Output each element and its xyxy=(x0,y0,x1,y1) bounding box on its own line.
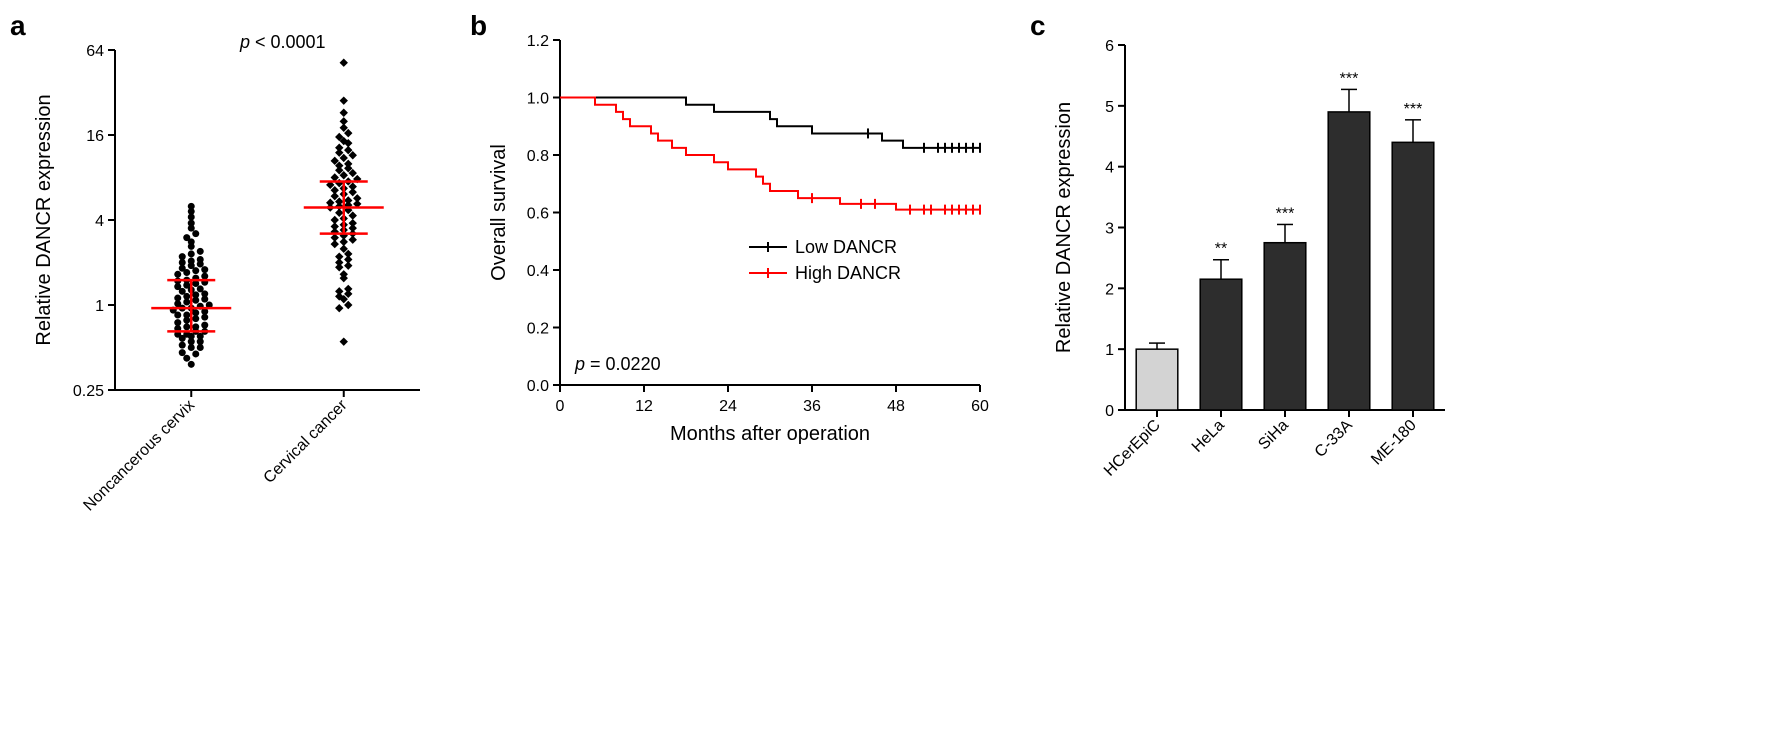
svg-text:**: ** xyxy=(1215,241,1227,258)
svg-text:0.0: 0.0 xyxy=(527,378,549,395)
svg-text:Noncancerous cervix: Noncancerous cervix xyxy=(80,397,198,515)
panel-a-label: a xyxy=(10,10,26,42)
panel-c: c 0123456Relative DANCR expressionHCerEp… xyxy=(1040,20,1460,540)
svg-text:4: 4 xyxy=(1105,160,1114,177)
svg-text:48: 48 xyxy=(887,398,905,415)
svg-text:HCerEpiC: HCerEpiC xyxy=(1101,417,1164,480)
svg-text:0.25: 0.25 xyxy=(73,383,104,400)
svg-text:36: 36 xyxy=(803,398,821,415)
svg-text:Low DANCR: Low DANCR xyxy=(795,237,897,257)
svg-text:Months after operation: Months after operation xyxy=(670,423,870,445)
svg-text:1.0: 1.0 xyxy=(527,91,549,108)
svg-text:***: *** xyxy=(1404,101,1423,118)
svg-text:1.2: 1.2 xyxy=(527,33,549,50)
svg-text:1: 1 xyxy=(1105,342,1114,359)
svg-text:6: 6 xyxy=(1105,38,1114,55)
svg-text:60: 60 xyxy=(971,398,989,415)
svg-text:Relative DANCR expression: Relative DANCR expression xyxy=(33,94,55,345)
svg-text:C-33A: C-33A xyxy=(1312,417,1356,461)
panel-c-chart: 0 1 2 3 4 5 6 Relative DANCR expression HCerEpiC… xyxy=(1040,20,1460,540)
svg-text:0: 0 xyxy=(556,398,565,415)
svg-text:4: 4 xyxy=(95,213,104,230)
svg-text:0.2: 0.2 xyxy=(527,321,549,338)
svg-text:16: 16 xyxy=(86,128,104,145)
svg-text:***: *** xyxy=(1340,70,1359,87)
svg-text:p = 0.0220: p = 0.0220 xyxy=(574,354,661,374)
svg-text:0: 0 xyxy=(1105,403,1114,420)
panel-b: b 0.00.20.40.60.81.01.201224364860Overal… xyxy=(480,20,1000,460)
svg-text:***: *** xyxy=(1276,205,1295,222)
svg-text:p < 0.0001: p < 0.0001 xyxy=(239,32,326,52)
panel-a: a 0.25141664Relative DANCR expressionNon… xyxy=(20,20,440,560)
panel-b-chart: 0.0 0.2 0.4 0.6 0.8 1.0 1.2 0 12 24 36 48 60 Overall … xyxy=(480,20,1000,460)
svg-text:0.8: 0.8 xyxy=(527,148,549,165)
svg-text:Cervical cancer: Cervical cancer xyxy=(261,396,351,486)
panel-a-chart: 0.25 1 4 16 64 Relative DANCR expression Nonca… xyxy=(20,20,440,560)
svg-text:0.4: 0.4 xyxy=(527,263,549,280)
svg-text:64: 64 xyxy=(86,43,104,60)
panel-c-label: c xyxy=(1030,10,1046,42)
svg-text:2: 2 xyxy=(1105,281,1114,298)
svg-text:0.6: 0.6 xyxy=(527,206,549,223)
svg-text:High DANCR: High DANCR xyxy=(795,263,901,283)
svg-text:ME-180: ME-180 xyxy=(1368,417,1420,469)
svg-text:24: 24 xyxy=(719,398,737,415)
svg-text:SiHa: SiHa xyxy=(1255,417,1292,454)
svg-text:3: 3 xyxy=(1105,221,1114,238)
svg-text:5: 5 xyxy=(1105,99,1114,116)
svg-text:HeLa: HeLa xyxy=(1189,417,1228,456)
svg-text:Relative DANCR expression: Relative DANCR expression xyxy=(1053,102,1075,353)
svg-text:12: 12 xyxy=(635,398,653,415)
svg-text:Overall survival: Overall survival xyxy=(488,144,510,281)
svg-text:1: 1 xyxy=(95,298,104,315)
panel-b-label: b xyxy=(470,10,487,42)
